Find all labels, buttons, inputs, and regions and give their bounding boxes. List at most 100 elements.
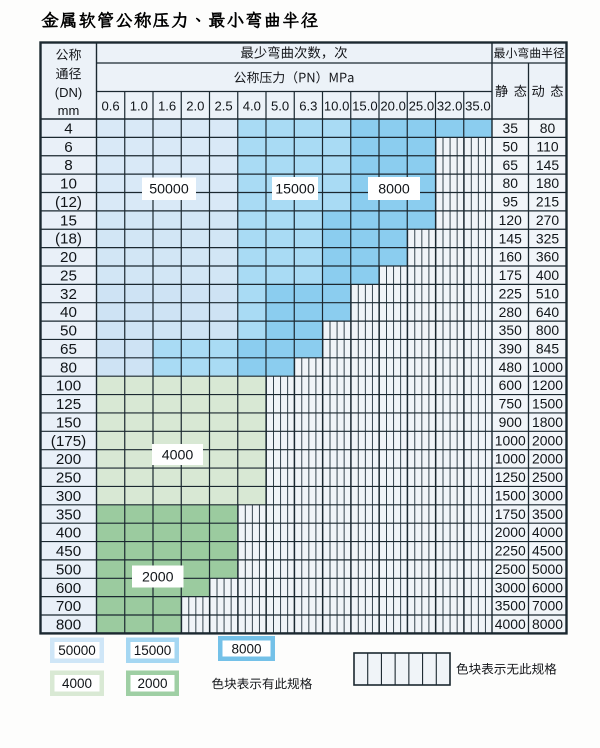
- svg-text:mm: mm: [58, 103, 80, 118]
- svg-text:5000: 5000: [532, 561, 563, 577]
- svg-text:(12): (12): [55, 194, 82, 211]
- svg-text:95: 95: [503, 194, 519, 210]
- svg-text:7000: 7000: [532, 598, 563, 614]
- svg-text:400: 400: [56, 525, 81, 542]
- svg-text:10: 10: [60, 176, 77, 193]
- svg-text:350: 350: [499, 322, 522, 338]
- svg-text:2000: 2000: [137, 676, 167, 691]
- svg-text:2500: 2500: [495, 561, 526, 577]
- svg-text:50000: 50000: [58, 643, 96, 658]
- svg-text:50: 50: [503, 138, 519, 154]
- svg-text:2250: 2250: [495, 543, 526, 559]
- svg-text:700: 700: [56, 598, 81, 615]
- svg-text:280: 280: [499, 304, 522, 320]
- svg-text:2000: 2000: [532, 451, 563, 467]
- svg-text:400: 400: [536, 267, 559, 283]
- svg-text:32: 32: [60, 286, 77, 303]
- svg-text:65: 65: [60, 341, 77, 358]
- svg-text:8000: 8000: [532, 616, 563, 632]
- svg-text:35: 35: [503, 120, 519, 136]
- svg-text:3000: 3000: [495, 579, 526, 595]
- svg-text:15.0: 15.0: [352, 99, 377, 114]
- svg-text:510: 510: [536, 285, 559, 301]
- svg-text:6000: 6000: [532, 579, 563, 595]
- svg-text:120: 120: [499, 212, 522, 228]
- svg-text:390: 390: [499, 340, 522, 356]
- svg-text:3000: 3000: [532, 487, 563, 503]
- svg-text:600: 600: [56, 580, 81, 597]
- svg-text:300: 300: [56, 488, 81, 505]
- svg-text:1500: 1500: [532, 396, 563, 412]
- svg-text:8000: 8000: [231, 641, 261, 656]
- svg-text:4000: 4000: [62, 676, 92, 691]
- svg-text:1000: 1000: [495, 451, 526, 467]
- svg-text:325: 325: [536, 230, 559, 246]
- svg-text:15000: 15000: [275, 181, 315, 197]
- svg-text:80: 80: [503, 175, 519, 191]
- svg-text:4000: 4000: [495, 616, 526, 632]
- svg-text:4: 4: [64, 120, 72, 137]
- svg-text:1.6: 1.6: [158, 99, 176, 114]
- svg-text:80: 80: [540, 120, 556, 136]
- svg-text:3500: 3500: [532, 506, 563, 522]
- svg-text:32.0: 32.0: [437, 99, 462, 114]
- svg-text:800: 800: [56, 617, 81, 634]
- svg-text:110: 110: [536, 138, 558, 154]
- svg-text:15000: 15000: [134, 643, 172, 658]
- svg-text:1250: 1250: [495, 469, 526, 485]
- svg-text:8: 8: [64, 157, 72, 174]
- svg-text:5.0: 5.0: [271, 99, 289, 114]
- svg-text:500: 500: [56, 561, 81, 578]
- svg-text:215: 215: [536, 194, 559, 210]
- svg-text:(18): (18): [55, 231, 82, 248]
- svg-text:2000: 2000: [495, 524, 526, 540]
- svg-text:450: 450: [56, 543, 81, 560]
- svg-text:125: 125: [56, 396, 81, 413]
- svg-text:250: 250: [56, 470, 81, 487]
- svg-text:270: 270: [536, 212, 559, 228]
- svg-text:10.0: 10.0: [324, 99, 349, 114]
- svg-text:50000: 50000: [149, 182, 189, 198]
- svg-text:175: 175: [499, 267, 522, 283]
- svg-text:2500: 2500: [532, 469, 563, 485]
- svg-text:65: 65: [503, 157, 519, 173]
- svg-text:100: 100: [56, 378, 81, 395]
- svg-text:1800: 1800: [532, 414, 563, 430]
- svg-text:350: 350: [56, 506, 81, 523]
- svg-text:20.0: 20.0: [380, 99, 405, 114]
- svg-text:2000: 2000: [142, 569, 174, 585]
- svg-text:3500: 3500: [495, 598, 526, 614]
- svg-text:1.0: 1.0: [130, 99, 148, 114]
- svg-text:145: 145: [536, 157, 559, 173]
- svg-text:800: 800: [536, 322, 559, 338]
- svg-text:50: 50: [60, 323, 77, 340]
- svg-text:0.6: 0.6: [102, 99, 120, 114]
- svg-text:600: 600: [499, 377, 522, 393]
- svg-text:845: 845: [536, 340, 559, 356]
- svg-text:180: 180: [536, 175, 559, 191]
- svg-text:4.0: 4.0: [243, 99, 261, 114]
- svg-text:80: 80: [60, 359, 77, 376]
- svg-text:1200: 1200: [532, 377, 563, 393]
- svg-text:25: 25: [60, 267, 77, 284]
- svg-text:1000: 1000: [532, 359, 563, 375]
- svg-text:160: 160: [499, 249, 522, 265]
- svg-text:4000: 4000: [162, 447, 194, 463]
- svg-text:145: 145: [499, 230, 522, 246]
- svg-text:25.0: 25.0: [409, 99, 434, 114]
- svg-text:40: 40: [60, 304, 77, 321]
- svg-text:35.0: 35.0: [465, 99, 490, 114]
- svg-text:360: 360: [536, 249, 559, 265]
- svg-text:2000: 2000: [532, 432, 563, 448]
- svg-text:15: 15: [60, 212, 77, 229]
- svg-text:20: 20: [60, 249, 77, 266]
- svg-text:1500: 1500: [495, 487, 526, 503]
- svg-text:150: 150: [56, 414, 81, 431]
- svg-text:4000: 4000: [532, 524, 563, 540]
- svg-text:640: 640: [536, 304, 559, 320]
- svg-text:200: 200: [56, 451, 81, 468]
- svg-text:6.3: 6.3: [299, 99, 317, 114]
- svg-text:8000: 8000: [378, 181, 410, 197]
- svg-text:1000: 1000: [495, 432, 526, 448]
- svg-text:2.5: 2.5: [215, 99, 233, 114]
